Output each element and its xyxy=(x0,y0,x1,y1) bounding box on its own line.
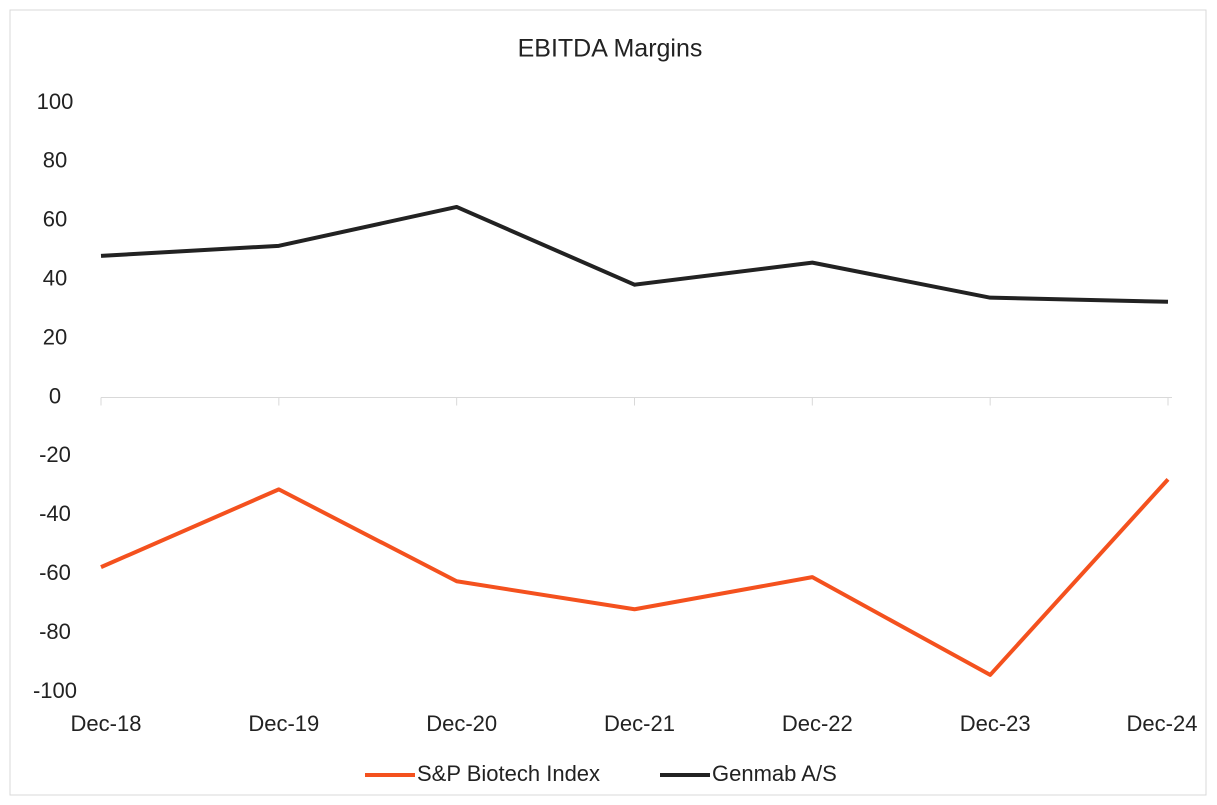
chart-title: EBITDA Margins xyxy=(518,35,703,63)
y-tick-label: 20 xyxy=(43,324,67,349)
x-tick-label: Dec-19 xyxy=(248,711,319,736)
y-tick-label: -40 xyxy=(39,501,71,526)
y-tick-label: 0 xyxy=(49,383,61,408)
x-tick-label: Dec-20 xyxy=(426,711,497,736)
y-tick-label: -80 xyxy=(39,619,71,644)
x-tick-label: Dec-22 xyxy=(782,711,853,736)
y-tick-label: 100 xyxy=(37,89,74,114)
y-tick-label: 40 xyxy=(43,266,67,291)
line-series xyxy=(100,478,1170,677)
y-tick-label: -20 xyxy=(39,442,71,467)
line-series xyxy=(100,204,1169,304)
y-tick-label: 80 xyxy=(43,148,67,173)
y-tick-label: 60 xyxy=(43,207,67,232)
x-tick-label: Dec-21 xyxy=(604,711,675,736)
legend-label: S&P Biotech Index xyxy=(417,761,600,786)
y-tick-label: -60 xyxy=(39,560,71,585)
legend-label: Genmab A/S xyxy=(712,761,837,786)
x-tick-label: Dec-18 xyxy=(71,711,142,736)
x-tick-label: Dec-23 xyxy=(960,711,1031,736)
x-tick-label: Dec-24 xyxy=(1127,711,1198,736)
y-tick-label: -100 xyxy=(33,678,77,703)
chart-border xyxy=(9,9,1207,796)
